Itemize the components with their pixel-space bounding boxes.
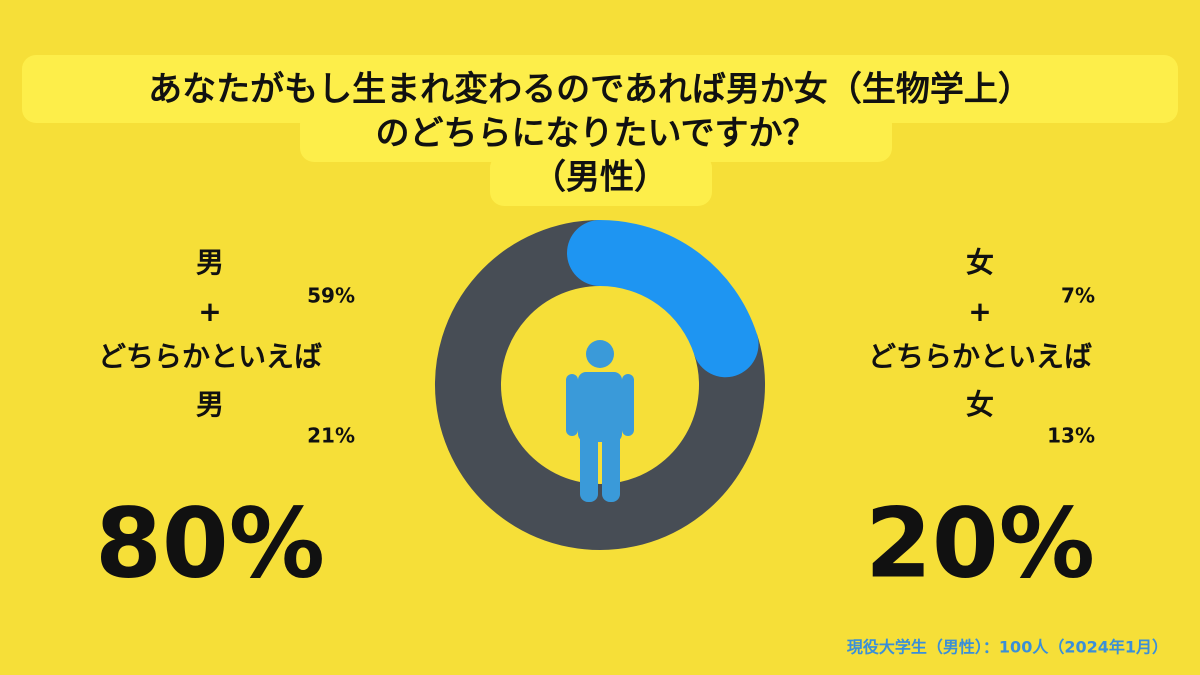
part-label: 59% (307, 284, 355, 308)
title-highlight (490, 154, 712, 206)
part-label: 7% (1061, 284, 1095, 308)
total-label: 80% (95, 487, 325, 599)
icon-arm (566, 374, 578, 436)
donut-segment (435, 220, 765, 550)
group-label: どちらかといえば (98, 340, 322, 373)
icon-arm (622, 374, 634, 436)
title-line: （男性） (532, 158, 668, 198)
group-label: + (198, 295, 221, 328)
title-line: のどちらになりたいですか？ (376, 114, 817, 154)
icon-leg (602, 430, 620, 502)
icon-leg (580, 430, 598, 502)
group-label: 女 (966, 388, 994, 421)
group-label: 女 (966, 246, 994, 279)
donut (435, 220, 765, 550)
part-label: 21% (307, 424, 355, 448)
group-label: 男 (196, 388, 224, 421)
icon-body (578, 372, 622, 442)
title-highlight (300, 110, 892, 162)
group-label: + (968, 295, 991, 328)
person-icon (566, 340, 634, 502)
icon-head (586, 340, 614, 368)
group-label: 男 (196, 246, 224, 279)
footnote: 現役大学生（男性）：100人（2024年1月） (847, 638, 1168, 657)
title-line: あなたがもし生まれ変わるのであれば男か女（生物学上） (148, 70, 1032, 110)
total-label: 20% (865, 487, 1095, 599)
title-highlight (22, 55, 1178, 123)
part-label: 13% (1047, 424, 1095, 448)
group-label: どちらかといえば (868, 340, 1092, 373)
donut-segment (567, 220, 759, 378)
